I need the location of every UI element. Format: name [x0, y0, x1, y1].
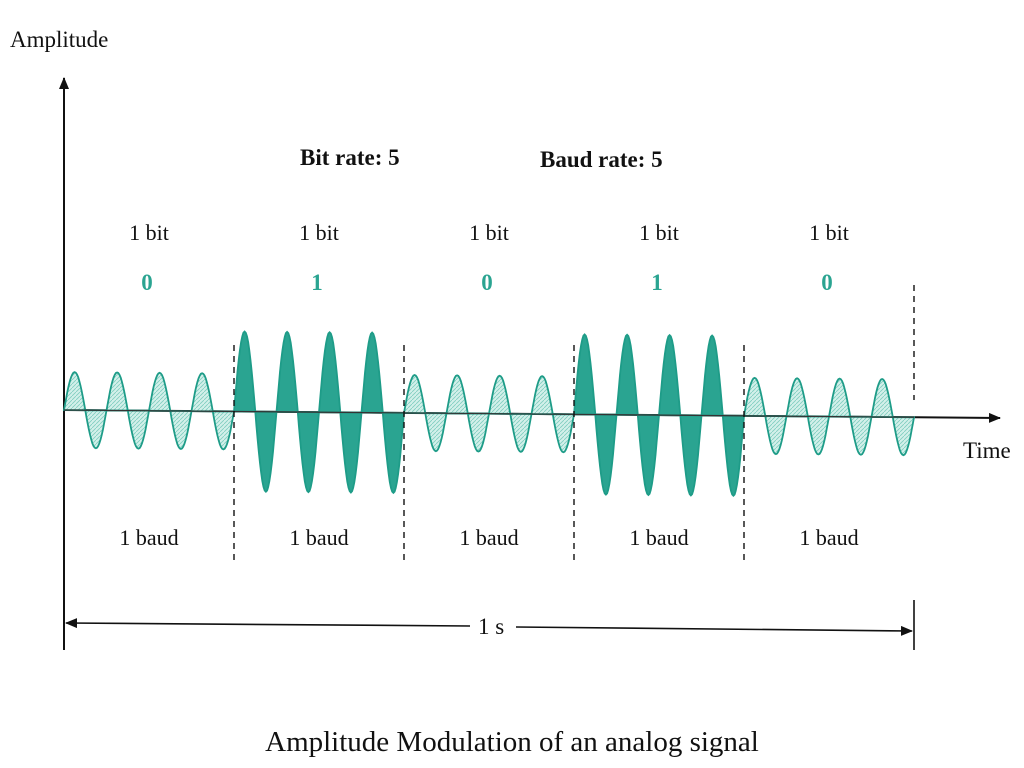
- wave-lobe: [721, 414, 745, 497]
- wave-lobe: [594, 413, 618, 496]
- wave-lobe: [381, 411, 405, 495]
- figure-caption: Amplitude Modulation of an analog signal: [265, 726, 759, 758]
- bit-label: 1 bit: [469, 220, 509, 245]
- bit-rate-label: Bit rate: 5: [300, 145, 400, 170]
- bit-value: 0: [141, 270, 153, 295]
- wave-lobe: [551, 413, 576, 454]
- wave-lobe: [105, 371, 129, 412]
- bit-label: 1 bit: [129, 220, 169, 245]
- wave-lobe: [445, 374, 469, 415]
- wave-lobe: [530, 375, 554, 416]
- bit-value: 0: [821, 270, 833, 295]
- segment-dividers: [233, 285, 915, 565]
- bit-value: 1: [311, 270, 323, 295]
- wave-lobe: [466, 412, 491, 453]
- bit-label: 1 bit: [809, 220, 849, 245]
- wave-lobe: [275, 330, 299, 413]
- wave-lobe: [169, 409, 193, 451]
- wave-lobe: [424, 412, 448, 453]
- baud-label: 1 baud: [459, 525, 518, 550]
- wave-lobe: [615, 333, 639, 416]
- wave-lobe: [849, 415, 873, 456]
- wave-lobe: [233, 330, 257, 413]
- wave-lobe: [806, 415, 831, 456]
- wave-lobe: [658, 333, 682, 417]
- wave-baseline: [63, 409, 915, 418]
- wave-lobe: [487, 374, 512, 415]
- wave-lobe: [84, 409, 108, 450]
- wave-lobe: [62, 371, 87, 412]
- wave-lobe: [254, 410, 278, 493]
- wave-lobe: [764, 415, 788, 456]
- duration-arrow-right: [515, 625, 913, 636]
- wave-lobe: [211, 410, 236, 451]
- bit-value: 0: [481, 270, 493, 295]
- baud-label: 1 baud: [119, 525, 178, 550]
- wave-lobe: [573, 333, 597, 416]
- wave-lobe: [402, 373, 427, 415]
- wave-lobe: [360, 331, 384, 414]
- wave-lobe: [509, 412, 533, 453]
- segment-labels: 1 bit 0 1 baud 1 bit 1 1 baud 1 bit 0 1 baud 1 bi…: [119, 220, 858, 550]
- baud-label: 1 baud: [799, 525, 858, 550]
- baud-rate-label: Baud rate: 5: [540, 147, 663, 172]
- am-waveform: [62, 330, 916, 497]
- wave-lobe: [742, 376, 767, 417]
- wave-lobe: [891, 416, 916, 457]
- wave-lobe: [827, 377, 852, 418]
- x-axis-label: Time: [963, 438, 1011, 463]
- bit-label: 1 bit: [639, 220, 679, 245]
- wave-lobe: [785, 377, 809, 418]
- wave-lobe: [636, 413, 660, 497]
- duration-label: 1 s: [478, 614, 504, 639]
- baud-label: 1 baud: [289, 525, 348, 550]
- bit-value: 1: [651, 270, 663, 295]
- bit-label: 1 bit: [299, 220, 339, 245]
- baud-label: 1 baud: [629, 525, 688, 550]
- wave-lobe: [870, 377, 894, 419]
- wave-lobe: [679, 414, 703, 497]
- wave-lobe: [190, 372, 214, 413]
- wave-lobe: [700, 334, 724, 417]
- wave-lobe: [126, 409, 151, 450]
- wave-lobe: [296, 411, 320, 494]
- wave-lobe: [318, 331, 342, 414]
- wave-lobe: [147, 371, 172, 412]
- wave-lobe: [339, 411, 363, 494]
- y-axis-label: Amplitude: [10, 27, 108, 52]
- duration-arrow-left: [65, 618, 471, 629]
